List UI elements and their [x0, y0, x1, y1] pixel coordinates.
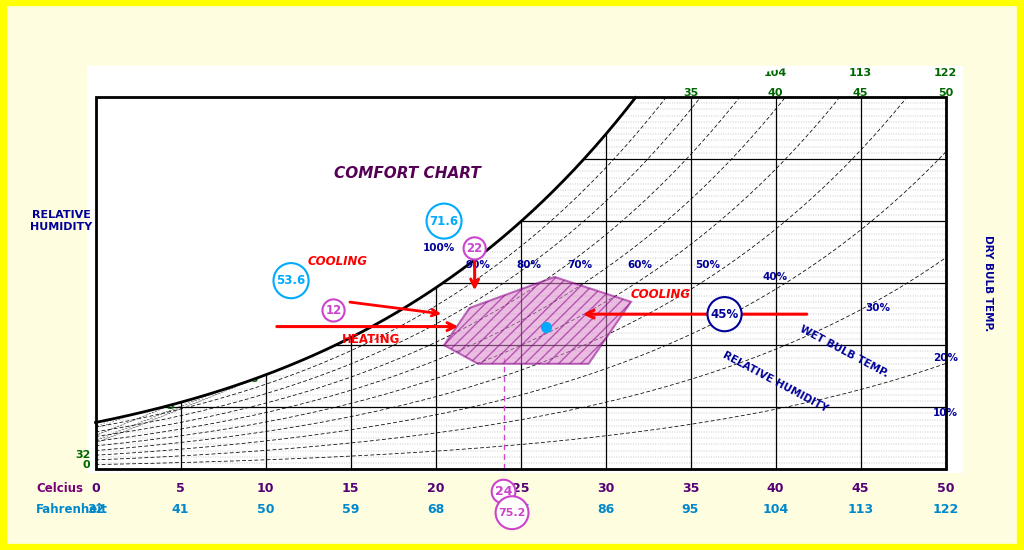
Text: 45: 45: [852, 482, 869, 494]
Text: 50: 50: [257, 503, 274, 516]
Text: 41: 41: [158, 381, 174, 391]
Text: 50%: 50%: [695, 260, 720, 270]
Text: COOLING: COOLING: [308, 255, 368, 267]
Text: 22: 22: [467, 242, 482, 255]
Text: 104: 104: [763, 503, 788, 516]
Text: 122: 122: [934, 68, 957, 79]
Text: RELATIVE
HUMIDITY: RELATIVE HUMIDITY: [31, 210, 92, 232]
Text: 24: 24: [495, 485, 512, 498]
Text: 41: 41: [172, 503, 189, 516]
Text: 35: 35: [683, 89, 698, 98]
Text: 40: 40: [767, 482, 784, 494]
Text: COMFORT CHART: COMFORT CHART: [334, 166, 480, 181]
Text: 25: 25: [513, 89, 528, 98]
Text: 95: 95: [682, 503, 699, 516]
Text: 45: 45: [853, 89, 868, 98]
Text: 35: 35: [682, 482, 699, 494]
Text: 75.2: 75.2: [499, 508, 525, 518]
Text: 59: 59: [342, 503, 359, 516]
Text: DRY BULB TEMP.: DRY BULB TEMP.: [983, 235, 993, 331]
Text: 10: 10: [244, 373, 259, 384]
Text: 113: 113: [848, 503, 873, 516]
Text: 53.6: 53.6: [276, 274, 306, 287]
Text: HEATING: HEATING: [342, 333, 400, 346]
Text: 15: 15: [329, 337, 344, 346]
Text: 15: 15: [342, 482, 359, 494]
Text: 50: 50: [244, 354, 259, 364]
Text: 30%: 30%: [865, 303, 890, 313]
Text: 20: 20: [414, 287, 429, 296]
Text: 30: 30: [598, 89, 613, 98]
Text: 30: 30: [597, 482, 614, 494]
Text: 68: 68: [427, 503, 444, 516]
Text: Fahrenheit: Fahrenheit: [36, 503, 108, 516]
Text: 80%: 80%: [516, 260, 542, 270]
Text: 20%: 20%: [933, 353, 958, 362]
Text: 12: 12: [326, 304, 342, 317]
Text: 5: 5: [176, 482, 185, 494]
Text: RELATIVE HUMIDITY: RELATIVE HUMIDITY: [721, 350, 829, 414]
Text: 104: 104: [764, 68, 787, 79]
Text: 50: 50: [937, 482, 954, 494]
Text: 77: 77: [512, 503, 529, 516]
Text: 100%: 100%: [423, 244, 455, 254]
Text: Celcius: Celcius: [36, 482, 83, 494]
Text: 32: 32: [87, 503, 104, 516]
Text: 40%: 40%: [763, 272, 788, 282]
Text: 77: 77: [513, 68, 528, 79]
Text: 10: 10: [257, 482, 274, 494]
Text: 86: 86: [598, 68, 613, 79]
Text: 122: 122: [933, 503, 958, 516]
Text: 40: 40: [768, 89, 783, 98]
Polygon shape: [95, 35, 945, 422]
Text: 20: 20: [427, 482, 444, 494]
Text: 71.6: 71.6: [429, 214, 459, 228]
Text: 0: 0: [83, 460, 90, 470]
Text: 25: 25: [512, 482, 529, 494]
Text: COOLING: COOLING: [631, 288, 691, 301]
Text: 86: 86: [597, 503, 614, 516]
Text: 68: 68: [413, 267, 429, 277]
Text: 45%: 45%: [711, 307, 738, 321]
Text: 95: 95: [683, 68, 698, 79]
Polygon shape: [444, 277, 631, 364]
Text: 10%: 10%: [933, 409, 958, 419]
Text: 59: 59: [329, 317, 344, 327]
Text: 90%: 90%: [466, 260, 490, 270]
Text: 70%: 70%: [567, 260, 593, 270]
Text: 60%: 60%: [627, 260, 652, 270]
Text: 113: 113: [849, 68, 872, 79]
Text: 50: 50: [938, 89, 953, 98]
Text: 0: 0: [91, 482, 100, 494]
Text: WET BULB TEMP.: WET BULB TEMP.: [798, 324, 890, 379]
Text: 32: 32: [75, 450, 90, 460]
Text: 5: 5: [166, 401, 174, 411]
